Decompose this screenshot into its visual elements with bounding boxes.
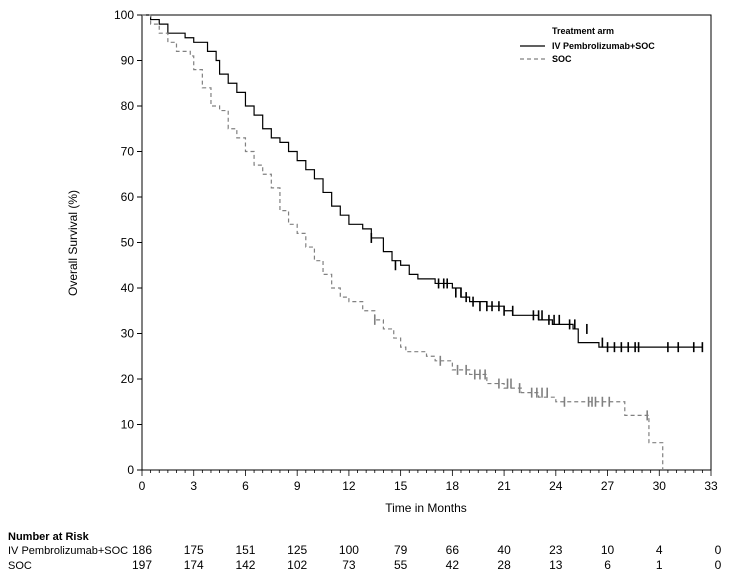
y-tick-label: 100 xyxy=(114,8,134,22)
y-tick-label: 70 xyxy=(121,145,135,159)
risk-value: 151 xyxy=(235,543,255,557)
risk-value: 23 xyxy=(549,543,563,557)
axes: 0 10 20 30 40 50 60 70 80 90 100 0 3 6 9 12 15 18 21 24 27 30… xyxy=(114,8,718,493)
x-tick-label: 0 xyxy=(139,479,146,493)
x-tick-label: 27 xyxy=(601,479,615,493)
y-axis-label: Overall Survival (%) xyxy=(66,190,80,296)
risk-value: 6 xyxy=(604,558,611,572)
x-tick-label: 21 xyxy=(497,479,511,493)
y-tick-label: 60 xyxy=(121,190,135,204)
x-axis-label: Time in Months xyxy=(385,501,467,515)
y-tick-label: 10 xyxy=(121,418,135,432)
y-tick-label: 50 xyxy=(121,236,135,250)
risk-value: 100 xyxy=(339,543,359,557)
risk-value: 175 xyxy=(184,543,204,557)
risk-value: 40 xyxy=(497,543,511,557)
risk-value: 125 xyxy=(287,543,307,557)
x-tick-label: 12 xyxy=(342,479,356,493)
risk-value: 79 xyxy=(394,543,408,557)
x-tick-label: 3 xyxy=(190,479,197,493)
legend: Treatment arm IV Pembrolizumab+SOC SOC xyxy=(520,26,655,64)
x-tick-label: 24 xyxy=(549,479,563,493)
risk-value: 174 xyxy=(184,558,204,572)
y-tick-label: 0 xyxy=(127,463,134,477)
risk-value: 1 xyxy=(656,558,663,572)
risk-table-title: Number at Risk xyxy=(8,531,90,543)
survival-curve-pembro xyxy=(142,14,703,348)
legend-title: Treatment arm xyxy=(552,26,614,36)
y-tick-label: 80 xyxy=(121,99,135,113)
risk-value: 142 xyxy=(235,558,255,572)
risk-value: 0 xyxy=(715,543,722,557)
x-tick-label: 9 xyxy=(294,479,301,493)
risk-value: 0 xyxy=(715,558,722,572)
legend-entry-pembro: IV Pembrolizumab+SOC xyxy=(552,41,655,51)
risk-value: 197 xyxy=(132,558,152,572)
y-tick-label: 30 xyxy=(121,327,135,341)
plot-frame xyxy=(141,14,712,471)
risk-value: 102 xyxy=(287,558,307,572)
risk-row-label-pembro: IV Pembrolizumab+SOC xyxy=(8,545,128,557)
risk-value: 55 xyxy=(394,558,408,572)
survival-curve-soc xyxy=(142,14,664,470)
risk-row-label-soc: SOC xyxy=(8,560,32,572)
risk-value: 42 xyxy=(446,558,460,572)
risk-value: 186 xyxy=(132,543,152,557)
x-tick-label: 33 xyxy=(704,479,718,493)
x-tick-label: 6 xyxy=(242,479,249,493)
legend-entry-soc: SOC xyxy=(552,54,572,64)
risk-value: 66 xyxy=(446,543,460,557)
y-tick-label: 90 xyxy=(121,54,135,68)
y-tick-label: 40 xyxy=(121,281,135,295)
risk-value: 28 xyxy=(497,558,511,572)
risk-value: 73 xyxy=(342,558,356,572)
curves xyxy=(142,14,704,470)
risk-value: 4 xyxy=(656,543,663,557)
x-tick-label: 18 xyxy=(446,479,460,493)
y-tick-label: 20 xyxy=(121,372,135,386)
risk-value: 13 xyxy=(549,558,563,572)
risk-value: 10 xyxy=(601,543,615,557)
x-tick-label: 30 xyxy=(653,479,667,493)
risk-table: Number at Risk IV Pembrolizumab+SOC SOC … xyxy=(8,531,722,572)
x-tick-label: 15 xyxy=(394,479,408,493)
